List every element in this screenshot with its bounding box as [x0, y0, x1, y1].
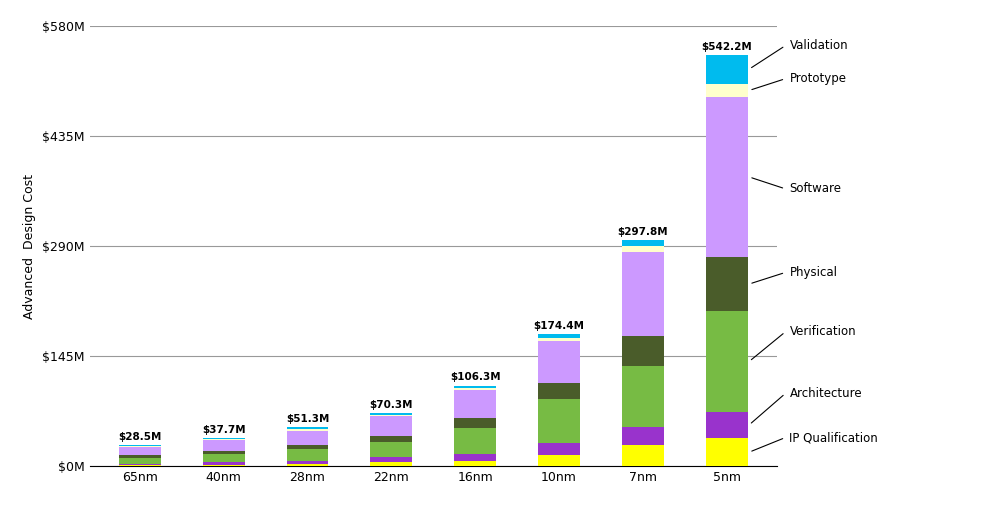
Bar — [622, 246, 663, 252]
Bar — [538, 443, 580, 455]
Bar — [119, 447, 161, 455]
Bar — [119, 464, 161, 465]
Bar — [119, 465, 161, 466]
Bar — [454, 428, 496, 454]
Bar — [538, 341, 580, 383]
Text: Physical: Physical — [790, 266, 838, 279]
Bar — [119, 446, 161, 447]
Bar — [287, 444, 329, 450]
Text: $106.3M: $106.3M — [450, 372, 500, 382]
Bar — [203, 465, 245, 466]
Bar — [371, 442, 412, 457]
Bar — [705, 411, 748, 438]
Bar — [287, 450, 329, 461]
Bar — [371, 436, 412, 442]
Bar — [371, 415, 412, 416]
Bar — [538, 383, 580, 399]
Bar — [622, 252, 663, 336]
Bar — [371, 416, 412, 436]
Bar — [705, 54, 748, 83]
Bar — [203, 439, 245, 440]
Bar — [622, 336, 663, 366]
Bar — [622, 427, 663, 445]
Bar — [454, 390, 496, 418]
Bar — [538, 455, 580, 466]
Bar — [203, 454, 245, 463]
Bar — [287, 464, 329, 466]
Bar — [203, 440, 245, 451]
Bar — [287, 430, 329, 444]
Text: Validation: Validation — [790, 39, 848, 52]
Text: Verification: Verification — [790, 325, 857, 338]
Bar — [705, 257, 748, 311]
Bar — [287, 427, 329, 429]
Bar — [454, 454, 496, 461]
Y-axis label: Advanced  Design Cost: Advanced Design Cost — [24, 174, 37, 319]
Text: $297.8M: $297.8M — [618, 227, 668, 237]
Text: Prototype: Prototype — [790, 72, 847, 85]
Bar — [454, 388, 496, 390]
Bar — [454, 461, 496, 466]
Bar — [538, 338, 580, 341]
Bar — [705, 438, 748, 466]
Bar — [203, 438, 245, 439]
Bar — [371, 413, 412, 415]
Text: Architecture: Architecture — [790, 387, 863, 400]
Text: $28.5M: $28.5M — [119, 431, 161, 441]
Bar — [454, 385, 496, 388]
Bar — [119, 444, 161, 446]
Bar — [538, 334, 580, 338]
Text: $51.3M: $51.3M — [286, 414, 330, 424]
Text: Software: Software — [790, 182, 842, 195]
Bar — [622, 445, 663, 466]
Text: $37.7M: $37.7M — [202, 425, 246, 435]
Bar — [119, 458, 161, 464]
Bar — [203, 451, 245, 454]
Bar — [287, 461, 329, 464]
Bar — [538, 399, 580, 443]
Bar — [622, 240, 663, 246]
Bar — [454, 418, 496, 428]
Text: $70.3M: $70.3M — [370, 400, 413, 410]
Bar — [622, 366, 663, 427]
Bar — [203, 463, 245, 465]
Bar — [705, 97, 748, 257]
Bar — [119, 455, 161, 458]
Text: IP Qualification: IP Qualification — [790, 431, 878, 444]
Bar — [705, 311, 748, 411]
Bar — [371, 457, 412, 463]
Bar — [287, 429, 329, 430]
Bar — [371, 463, 412, 466]
Text: $542.2M: $542.2M — [701, 41, 752, 52]
Text: $174.4M: $174.4M — [534, 321, 585, 331]
Bar — [705, 83, 748, 97]
